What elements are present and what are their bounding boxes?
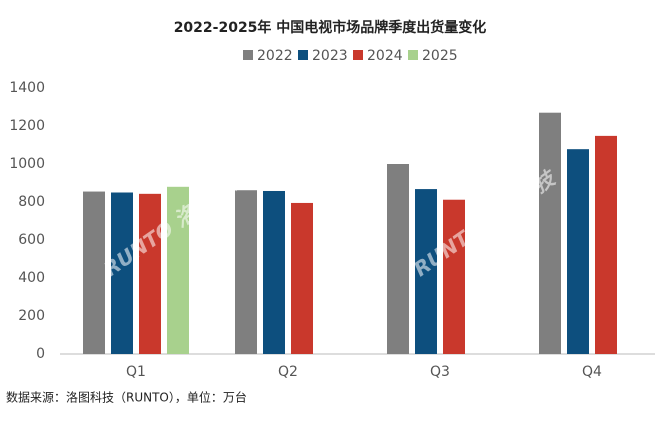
legend-swatch [353, 50, 363, 60]
legend-label: 2024 [367, 48, 403, 64]
y-tick-label: 600 [18, 232, 45, 248]
legend-swatch [243, 50, 253, 60]
y-tick-label: 800 [18, 194, 45, 210]
y-tick-label: 1000 [9, 156, 45, 172]
bar [235, 190, 257, 354]
bar [595, 135, 617, 354]
bar [443, 199, 465, 354]
legend-label: 2023 [312, 48, 348, 64]
x-tick-label: Q3 [430, 364, 450, 380]
bar [263, 190, 285, 354]
legend-swatch [408, 50, 418, 60]
x-tick-label: Q1 [126, 364, 146, 380]
bar [387, 164, 409, 354]
bar [539, 112, 561, 354]
bar [415, 189, 437, 354]
bar [291, 202, 313, 354]
bar [567, 149, 589, 354]
y-tick-label: 0 [36, 346, 45, 362]
y-tick-label: 200 [18, 308, 45, 324]
legend-label: 2025 [422, 48, 458, 64]
legend-label: 2022 [257, 48, 293, 64]
bar [139, 193, 161, 354]
bar [83, 191, 105, 354]
source-note: 数据来源：洛图科技（RUNTO），单位：万台 [6, 390, 247, 405]
chart-title: 2022-2025年 中国电视市场品牌季度出货量变化 [174, 19, 487, 36]
y-tick-label: 1200 [9, 118, 45, 134]
bar [167, 186, 189, 354]
y-tick-label: 400 [18, 270, 45, 286]
bar [111, 192, 133, 354]
legend-swatch [298, 50, 308, 60]
y-tick-label: 1400 [9, 80, 45, 96]
x-tick-label: Q2 [278, 364, 298, 380]
x-tick-label: Q4 [582, 364, 602, 380]
